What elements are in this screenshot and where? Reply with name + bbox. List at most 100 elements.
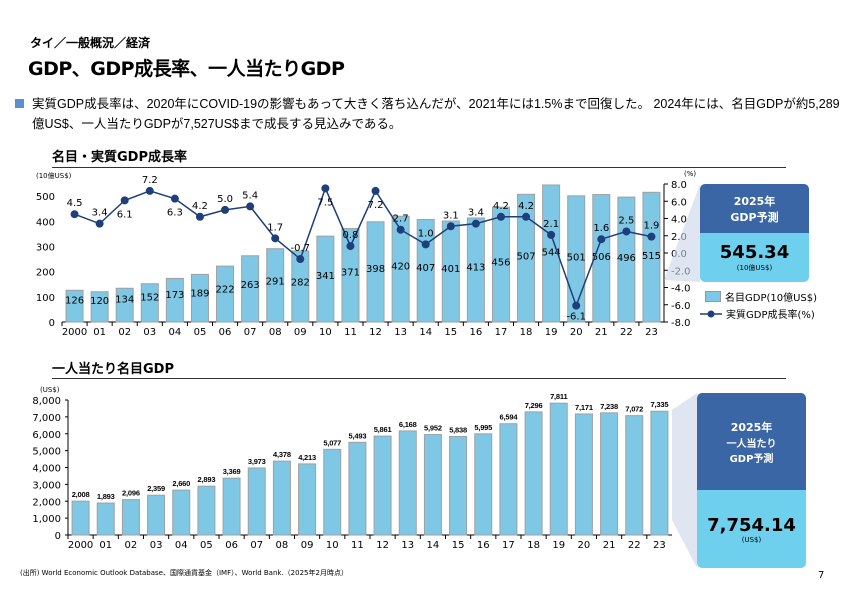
x-tick-label: 07 xyxy=(244,327,257,338)
forecast-heading: GDP予測 xyxy=(729,453,774,465)
growth-label: 2.1 xyxy=(543,219,559,230)
forecast-heading: 2025年 xyxy=(733,194,776,208)
growth-point xyxy=(346,242,355,251)
per-capita-label: 5,077 xyxy=(323,438,341,447)
per-capita-bar xyxy=(423,434,442,536)
summary-text: 実質GDP成長率は、2020年にCOVID-19の影響もあって大きく落ち込んだが… xyxy=(32,97,840,131)
x-tick-label: 22 xyxy=(620,327,633,338)
per-capita-forecast-box: 2025年 一人当たり GDP予測 7,754.14 (US$) xyxy=(697,393,806,568)
x-tick-label: 12 xyxy=(376,540,389,551)
per-capita-label: 2,893 xyxy=(198,475,216,484)
gdp-bar-label: 506 xyxy=(592,252,611,263)
per-capita-bar xyxy=(298,463,317,536)
growth-label: 5.4 xyxy=(242,190,258,201)
gdp-bar xyxy=(567,195,586,323)
gdp-bar-label: 189 xyxy=(190,288,209,299)
growth-point xyxy=(446,222,455,231)
x-tick-label: 21 xyxy=(603,540,616,551)
growth-label: 5.0 xyxy=(217,194,233,205)
per-capita-label: 2,008 xyxy=(72,490,90,499)
gdp-bar xyxy=(241,255,260,323)
x-tick-label: 10 xyxy=(326,540,339,551)
x-tick-label: 05 xyxy=(194,327,207,338)
x-tick-label: 2000 xyxy=(68,540,93,551)
growth-label: 7.5 xyxy=(317,197,333,208)
right-tick-label: -8.0 xyxy=(671,318,691,329)
per-capita-label: 7,171 xyxy=(575,403,593,412)
growth-point xyxy=(170,194,179,203)
per-capita-bar xyxy=(449,435,468,536)
x-tick-label: 11 xyxy=(344,327,357,338)
right-tick-label: 2.0 xyxy=(671,232,687,243)
gdp-bar-label: 126 xyxy=(65,296,84,307)
gdp-bar-label: 173 xyxy=(165,290,184,301)
growth-point xyxy=(496,212,505,221)
x-tick-label: 17 xyxy=(502,540,515,551)
y-tick-label: 4,000 xyxy=(32,464,61,475)
x-tick-label: 19 xyxy=(545,327,558,338)
forecast-heading: 2025年 xyxy=(730,420,773,434)
x-tick-label: 23 xyxy=(653,540,666,551)
growth-label: 4.2 xyxy=(493,201,509,212)
left-tick-label: 400 xyxy=(36,217,55,228)
per-capita-bar xyxy=(474,433,493,536)
growth-point xyxy=(95,219,104,228)
gdp-bar xyxy=(441,220,460,323)
gdp-bar-label: 544 xyxy=(542,247,561,258)
gdp-bar xyxy=(341,228,360,323)
y-tick-label: 1,000 xyxy=(32,514,61,525)
growth-label: 2.7 xyxy=(393,214,409,225)
gdp-bar xyxy=(165,277,184,323)
x-tick-label: 14 xyxy=(419,327,432,338)
forecast-value: 7,754.14 xyxy=(707,514,796,536)
per-capita-label: 7,238 xyxy=(600,402,618,411)
x-tick-label: 23 xyxy=(645,327,658,338)
gdp-bar xyxy=(542,184,561,323)
chart2-title: 一人当たり名目GDP xyxy=(52,362,174,377)
gdp-bar-label: 507 xyxy=(516,252,535,263)
forecast-heading: 一人当たり xyxy=(726,438,777,450)
growth-point xyxy=(572,301,581,310)
growth-label: 3.4 xyxy=(92,208,108,219)
x-tick-label: 13 xyxy=(394,327,407,338)
x-tick-label: 15 xyxy=(452,540,465,551)
gdp-bar xyxy=(416,219,435,323)
y-tick-label: 5,000 xyxy=(32,447,61,458)
callout-connector xyxy=(672,393,697,568)
chart1-title: 名目・実質GDP成長率 xyxy=(52,150,187,165)
x-tick-label: 04 xyxy=(169,327,182,338)
right-tick-label: -6.0 xyxy=(671,301,691,312)
per-capita-bar xyxy=(172,489,191,536)
gdp-bar-label: 515 xyxy=(642,251,661,262)
gdp-bar-label: 120 xyxy=(90,296,109,307)
growth-point xyxy=(522,212,531,221)
growth-label: 4.5 xyxy=(67,198,83,209)
gdp-bar xyxy=(291,250,310,323)
growth-label: 0.8 xyxy=(343,230,359,241)
axis-unit: (US$) xyxy=(40,386,60,394)
legend-label: 名目GDP(10億US$) xyxy=(725,293,818,304)
per-capita-bar xyxy=(348,441,367,536)
x-tick-label: 06 xyxy=(219,327,232,338)
growth-point xyxy=(597,235,606,244)
breadcrumb: タイ／一般概況／経済 xyxy=(30,36,151,50)
per-capita-bar xyxy=(650,410,669,536)
chart1-divider xyxy=(52,167,786,168)
legend-item-line: 実質GDP成長率(%) xyxy=(700,306,815,321)
per-capita-bar xyxy=(71,500,90,536)
y-tick-label: 7,000 xyxy=(32,413,61,424)
per-capita-label: 1,893 xyxy=(97,492,115,501)
per-capita-bar xyxy=(197,485,216,536)
gdp-bar-label: 456 xyxy=(491,258,510,269)
x-tick-label: 19 xyxy=(552,540,565,551)
growth-point xyxy=(421,240,430,249)
gdp-bar xyxy=(115,287,134,323)
per-capita-label: 4,378 xyxy=(273,450,291,459)
gdp-bar xyxy=(642,191,661,323)
per-capita-label: 6,168 xyxy=(399,420,417,429)
growth-label: 2.5 xyxy=(618,215,634,226)
legend-bar-swatch xyxy=(705,291,721,302)
gdp-bar-label: 371 xyxy=(341,267,360,278)
x-tick-label: 16 xyxy=(470,327,483,338)
x-tick-label: 02 xyxy=(125,540,138,551)
